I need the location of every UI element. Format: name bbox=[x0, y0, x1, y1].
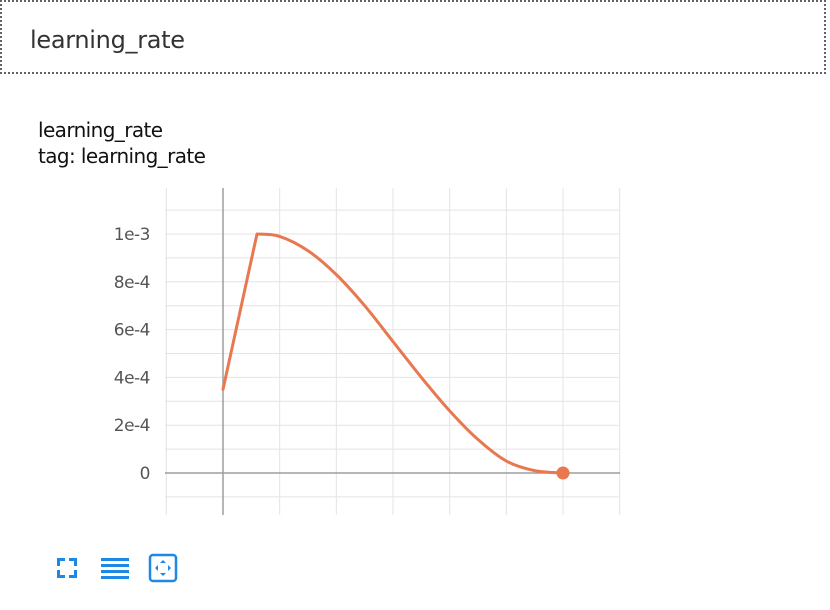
chart-grid bbox=[165, 188, 621, 515]
fit-domain-button[interactable] bbox=[146, 552, 180, 584]
chart-y-ticks: 1e-3 8e-4 6e-4 4e-4 2e-4 0 bbox=[114, 225, 151, 484]
card-tag: tag: learning_rate bbox=[38, 144, 206, 168]
section-title: learning_rate bbox=[30, 26, 185, 54]
y-tick-label: 6e-4 bbox=[114, 321, 150, 341]
series-line bbox=[221, 232, 565, 475]
card-title: learning_rate bbox=[38, 118, 163, 142]
section-header[interactable]: learning_rate bbox=[0, 0, 826, 74]
y-tick-label: 1e-3 bbox=[114, 225, 150, 245]
fullscreen-icon bbox=[57, 558, 77, 578]
lines-icon bbox=[101, 558, 129, 579]
y-tick-label: 8e-4 bbox=[114, 273, 150, 293]
y-tick-label: 4e-4 bbox=[114, 368, 150, 388]
fullscreen-button[interactable] bbox=[50, 552, 84, 584]
y-tick-label: 0 bbox=[140, 464, 150, 484]
series-end-point bbox=[556, 466, 570, 480]
learning-rate-chart[interactable]: 1e-3 8e-4 6e-4 4e-4 2e-4 0 bbox=[0, 180, 830, 520]
y-tick-label: 2e-4 bbox=[114, 416, 150, 436]
toggle-log-scale-button[interactable] bbox=[98, 552, 132, 584]
chart-toolbar bbox=[50, 552, 180, 584]
chart-series bbox=[221, 232, 570, 480]
fit-to-domain-icon bbox=[148, 553, 178, 583]
